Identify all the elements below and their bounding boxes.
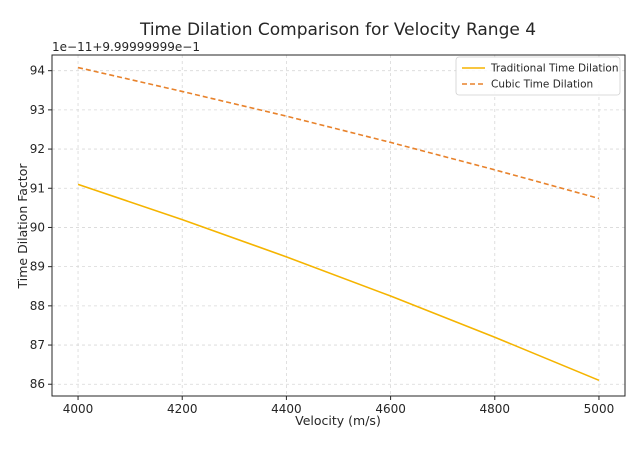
y-tick-label: 88	[30, 299, 45, 313]
y-tick-label: 94	[30, 64, 45, 78]
x-axis-label: Velocity (m/s)	[295, 413, 381, 428]
legend-label-traditional: Traditional Time Dilation	[490, 63, 619, 75]
y-tick-label: 89	[30, 260, 45, 274]
y-tick-label: 90	[30, 220, 45, 234]
x-tick-label: 5000	[584, 402, 615, 416]
legend-box	[455, 56, 621, 96]
series-line-traditional	[77, 183, 600, 382]
y-tick-label: 87	[30, 338, 45, 352]
y-tick-label: 86	[30, 377, 45, 391]
x-tick-label: 4400	[271, 402, 302, 416]
grid	[52, 55, 625, 396]
legend-label-cubic: Cubic Time Dilation	[491, 79, 593, 91]
x-axis-ticks: 4000 4200 4400 4600 4800 5000	[63, 396, 614, 416]
x-tick-label: 4000	[63, 402, 94, 416]
x-tick-label: 4600	[375, 402, 406, 416]
plot-frame	[51, 54, 626, 397]
chart-title: Time Dilation Comparison for Velocity Ra…	[139, 20, 536, 40]
x-tick-label: 4800	[479, 402, 510, 416]
legend: Traditional Time Dilation Cubic Time Dil…	[455, 56, 621, 96]
y-axis-ticks: 86 87 88 89 90 91 92 93 94	[30, 64, 52, 391]
series-lines	[77, 66, 600, 382]
y-tick-label: 91	[30, 181, 45, 195]
y-tick-label: 92	[30, 142, 45, 156]
x-tick-label: 4200	[167, 402, 198, 416]
y-tick-label: 93	[30, 103, 45, 117]
y-axis-label: Time Dilation Factor	[15, 163, 30, 290]
y-offset-text: 1e−11+9.99999999e−1	[52, 40, 200, 54]
series-line-cubic	[77, 66, 600, 200]
